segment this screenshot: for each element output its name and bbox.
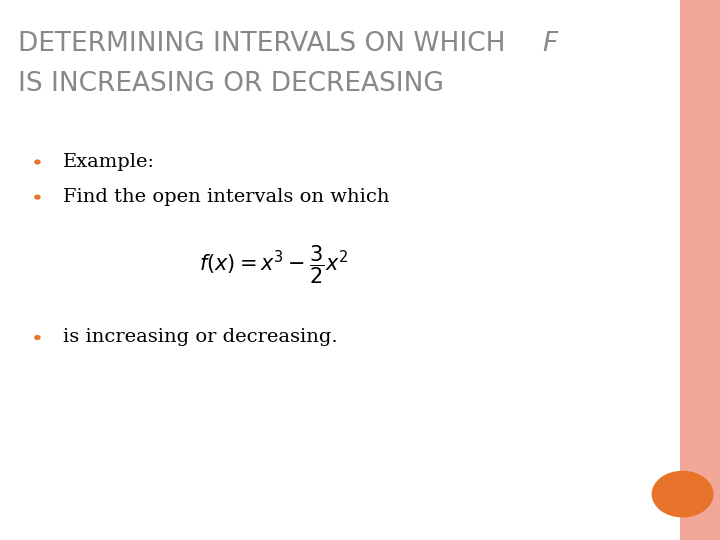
Circle shape (35, 195, 40, 199)
Text: $f(x) = x^3 - \dfrac{3}{2}x^2$: $f(x) = x^3 - \dfrac{3}{2}x^2$ (199, 244, 348, 286)
Text: DETERMINING INTERVALS ON WHICH: DETERMINING INTERVALS ON WHICH (18, 31, 514, 57)
Text: IS INCREASING OR DECREASING: IS INCREASING OR DECREASING (18, 71, 444, 97)
Circle shape (652, 471, 713, 517)
Text: Find the open intervals on which: Find the open intervals on which (63, 188, 390, 206)
Text: F: F (542, 31, 557, 57)
FancyBboxPatch shape (0, 0, 680, 540)
Text: Example:: Example: (63, 153, 156, 171)
Circle shape (35, 335, 40, 339)
Text: is increasing or decreasing.: is increasing or decreasing. (63, 328, 338, 347)
Circle shape (35, 160, 40, 164)
